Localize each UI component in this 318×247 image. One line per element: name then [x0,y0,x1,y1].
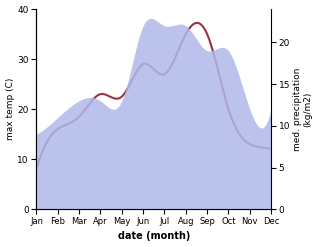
X-axis label: date (month): date (month) [118,231,190,242]
Y-axis label: max temp (C): max temp (C) [5,78,15,140]
Y-axis label: med. precipitation
(kg/m2): med. precipitation (kg/m2) [293,67,313,151]
